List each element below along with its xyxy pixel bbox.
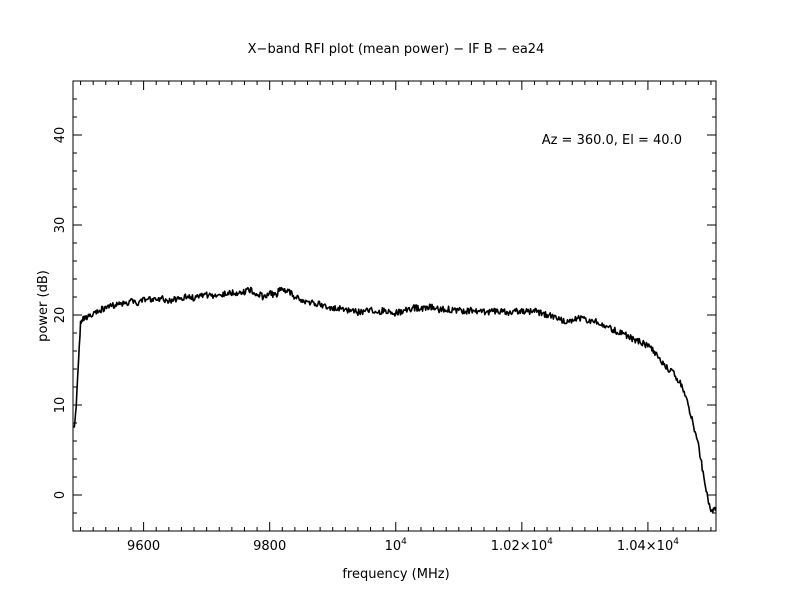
x-tick-label: 1.02×104 xyxy=(491,537,553,554)
plot-frame xyxy=(72,80,717,532)
pointing-annotation: Az = 360.0, El = 40.0 xyxy=(542,133,682,148)
x-tick-label: 1.04×104 xyxy=(617,537,679,554)
x-tick-label: 9600 xyxy=(127,539,160,554)
y-tick-labels: 0 10 20 30 40 xyxy=(53,127,68,499)
x-tick-labels: 9600 9800 104 1.02×104 1.04×104 xyxy=(127,537,679,554)
chart-title: X−band RFI plot (mean power) − IF B − ea… xyxy=(248,42,545,57)
y-tick-label: 10 xyxy=(53,397,68,414)
y-tick-label: 0 xyxy=(53,491,68,499)
y-axis-label: power (dB) xyxy=(36,270,51,342)
y-tick-label: 40 xyxy=(53,127,68,144)
axis-ticks xyxy=(73,80,716,532)
x-axis-label: frequency (MHz) xyxy=(342,567,449,582)
x-tick-label: 9800 xyxy=(253,539,286,554)
x-tick-label: 104 xyxy=(385,537,408,554)
y-tick-label: 20 xyxy=(53,307,68,324)
power-series-line xyxy=(73,286,717,513)
y-tick-label: 30 xyxy=(53,217,68,234)
